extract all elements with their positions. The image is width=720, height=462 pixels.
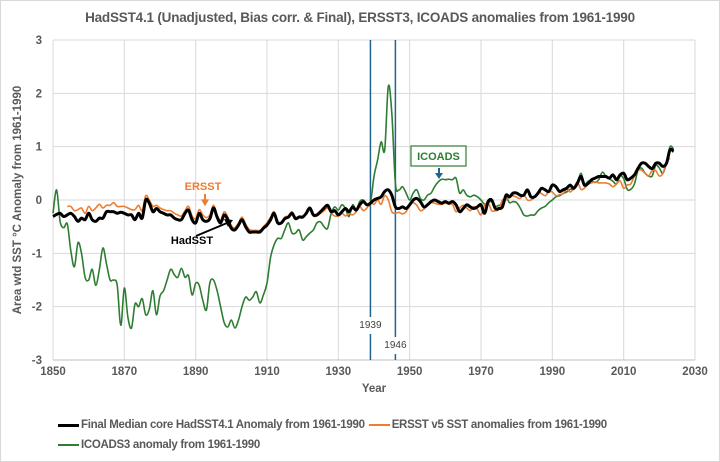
chart-title: HadSST4.1 (Unadjusted, Bias corr. & Fina… bbox=[85, 10, 635, 25]
y-tick-label: 3 bbox=[36, 35, 42, 47]
y-tick-label: -1 bbox=[32, 248, 43, 260]
x-tick-label: 1950 bbox=[397, 366, 423, 378]
annotation-ersst-label: ERSST bbox=[185, 181, 222, 193]
x-tick-label: 1850 bbox=[40, 366, 66, 378]
x-tick-label: 1970 bbox=[468, 366, 494, 378]
x-tick-label: 1870 bbox=[112, 366, 138, 378]
series-icoads-line bbox=[52, 84, 675, 330]
y-axis-label: Area wtd SST °C Anomaly from 1961-1990 bbox=[12, 86, 24, 315]
gridlines bbox=[52, 39, 696, 361]
annotation-ersst-arrowhead bbox=[201, 199, 209, 207]
legend-item-hadsst[interactable]: Final Median core HadSST4.1 Anomaly from… bbox=[58, 419, 365, 431]
legend-swatch-hadsst bbox=[58, 423, 79, 427]
legend-label-hadsst: Final Median core HadSST4.1 Anomaly from… bbox=[81, 419, 365, 431]
annotation-hadsst-label: HadSST bbox=[171, 235, 213, 247]
y-tick-label: 1 bbox=[36, 142, 43, 154]
x-tick-label: 2030 bbox=[682, 366, 708, 378]
annotation-icoads-label: ICOADS bbox=[417, 151, 460, 163]
x-tick-label: 1930 bbox=[326, 366, 352, 378]
annotation-hadsst-arrow bbox=[195, 222, 228, 237]
legend-label-icoads: ICOADS3 anomaly from 1961-1990 bbox=[81, 439, 260, 451]
annotations: ERSST HadSST ICOADS bbox=[171, 145, 467, 247]
legend-item-ersst[interactable]: ERSST v5 SST anomalies from 1961-1990 bbox=[368, 419, 607, 431]
annotation-icoads-box bbox=[410, 145, 467, 167]
x-axis-label: Year bbox=[362, 383, 387, 395]
x-tick-label: 1910 bbox=[254, 366, 280, 378]
series-ersst-line bbox=[67, 157, 671, 232]
marker-label-1939: 1939 bbox=[359, 320, 382, 331]
x-tick-label: 2010 bbox=[611, 366, 637, 378]
y-tick-label: 0 bbox=[36, 195, 42, 207]
marker-label-1946: 1946 bbox=[384, 340, 407, 351]
legend: Final Median core HadSST4.1 Anomaly from… bbox=[58, 415, 611, 455]
series-hadsst-line bbox=[52, 147, 675, 234]
x-tick-labels: 1850 1870 1890 1910 1930 1950 1970 1990 2010 2030 bbox=[40, 366, 708, 378]
annotation-hadsst-arrowhead bbox=[224, 219, 233, 227]
legend-swatch-icoads bbox=[58, 444, 79, 446]
legend-label-ersst: ERSST v5 SST anomalies from 1961-1990 bbox=[391, 419, 607, 431]
annotation-icoads-arrowhead bbox=[435, 173, 443, 179]
x-tick-label: 1990 bbox=[540, 366, 566, 378]
y-tick-labels: -3 -2 -1 0 1 2 3 bbox=[32, 35, 43, 367]
x-tick-label: 1890 bbox=[183, 366, 209, 378]
legend-item-icoads[interactable]: ICOADS3 anomaly from 1961-1990 bbox=[58, 439, 260, 451]
y-tick-label: 2 bbox=[36, 88, 42, 100]
y-tick-label: -2 bbox=[32, 302, 42, 314]
series-lines bbox=[52, 84, 675, 330]
legend-swatch-ersst bbox=[368, 424, 390, 426]
y-tick-label: -3 bbox=[32, 355, 42, 367]
